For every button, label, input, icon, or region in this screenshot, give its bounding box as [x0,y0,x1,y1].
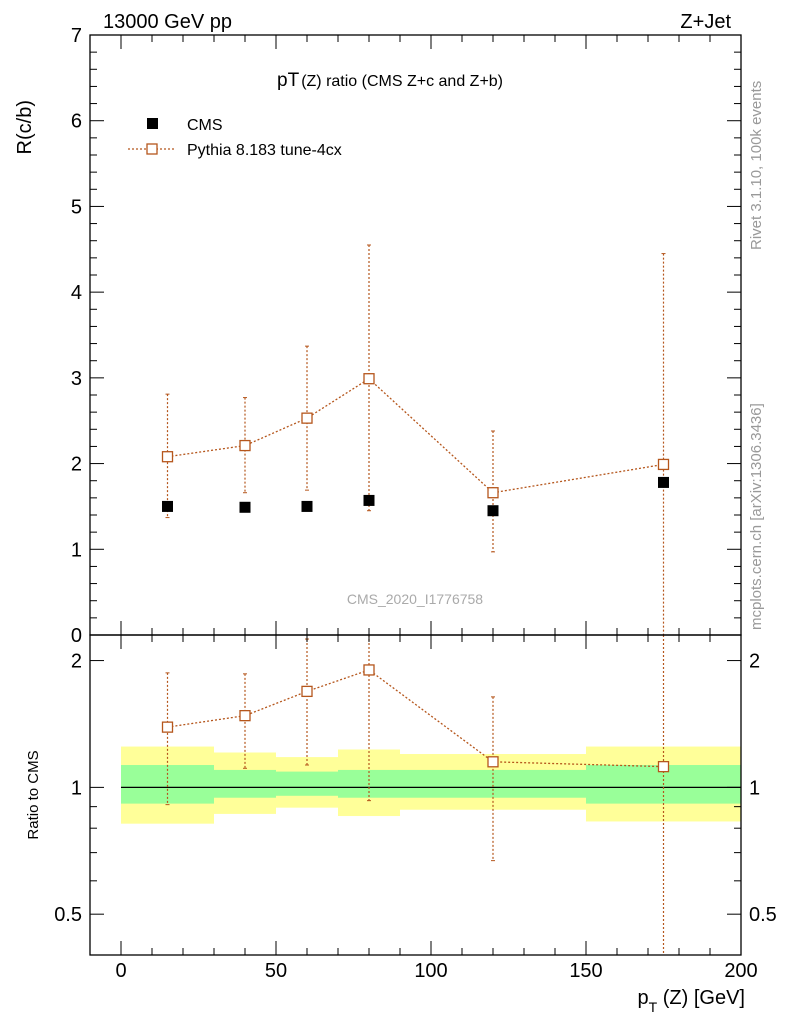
ratio-y-tick-label-right: 0.5 [749,904,777,926]
main-y-tick-label: 2 [71,454,82,476]
main-y-tick-label: 0 [71,625,82,647]
main-y-tick-label: 5 [71,196,82,218]
legend-cms-marker [147,118,158,129]
main-pythia-marker [487,487,499,499]
x-tick-label: 50 [265,960,287,982]
legend: CMS Pythia 8.183 tune-4cx [128,117,342,159]
rivet-label: Rivet 3.1.10, 100k events [748,81,765,250]
ratio-y-tick-label-right: 1 [749,777,760,799]
ratio-y-tick-label: 2 [71,651,82,673]
main-y-tick-label: 7 [71,25,82,47]
ratio-pythia-marker [239,710,251,722]
x-tick-label: 200 [724,960,757,982]
ratio-y-tick-label: 0.5 [54,904,82,926]
main-pythia-marker [301,412,313,424]
main-cms-marker [363,494,375,506]
ratio-ylabel: Ratio to CMS [25,750,42,839]
ratio-frame [89,634,742,956]
x-tick-label: 0 [115,960,126,982]
ratio-inner-band [214,769,276,798]
watermark: CMS_2020_I1776758 [347,591,483,607]
x-tick-label: 100 [414,960,447,982]
main-pythia-marker [363,373,375,385]
main-y-tick-label: 4 [71,282,82,304]
main-y-tick-label: 3 [71,368,82,390]
main-cms-marker [487,505,499,517]
main-cms-marker [162,500,173,512]
ratio-pythia-marker [657,760,670,773]
main-pythia-line [167,377,664,494]
ratio-y-tick-label: 1 [71,777,82,799]
legend-pythia-marker [146,143,158,155]
x-tick-label: 150 [569,960,602,982]
main-cms-marker [658,476,669,488]
ratio-bands [121,746,741,824]
ratio-y-tick-label-right: 2 [749,651,760,673]
series-layer [161,244,670,956]
main-title: pT (Z) ratio (CMS Z+c and Z+b) [277,70,503,91]
main-pythia-marker [657,458,670,471]
ratio-pythia-marker [301,685,313,698]
axes-layer: 0 1 2 3 4 5 6 7 0 50 100 150 200 0.5 0.5 1 1 2 2 [54,25,777,982]
ratio-pythia-marker [363,664,375,676]
legend-cms-label: CMS [187,117,223,134]
ratio-pythia-marker [161,721,174,733]
main-y-tick-label: 1 [71,539,82,561]
ratio-pythia-line [167,669,664,768]
main-pythia-marker [161,451,174,463]
main-pythia-marker [239,439,251,452]
main-y-tick-label: 6 [71,111,82,133]
main-ylabel: R(c/b) [14,100,36,154]
ratio-pythia-marker [487,756,499,768]
header-left: 13000 GeV pp [103,11,232,33]
main-cms-marker [301,500,313,512]
ratio-inner-band [276,771,338,796]
ratio-xlabel: pT (Z) [GeV] [638,987,745,1015]
main-cms-marker [239,501,251,513]
header-right: Z+Jet [680,11,731,33]
mcplots-label: mcplots.cern.ch [arXiv:1306.3436] [748,403,765,630]
legend-pythia-label: Pythia 8.183 tune-4cx [187,142,342,159]
